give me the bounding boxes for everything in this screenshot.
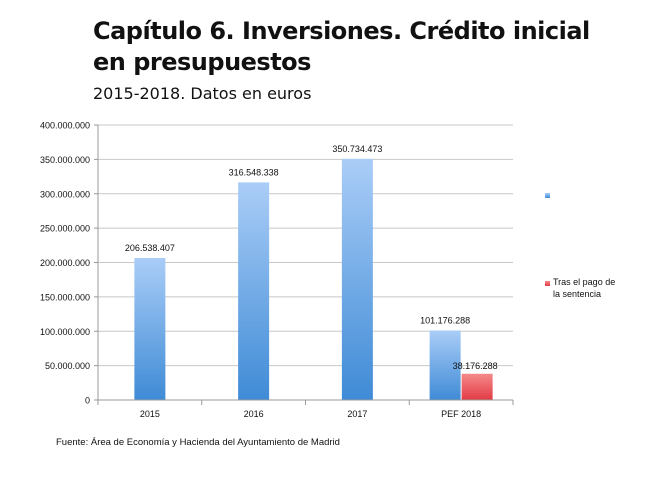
y-tick-label: 250.000.000 (40, 224, 90, 234)
y-tick-label: 200.000.000 (40, 258, 90, 268)
bar-2015 (134, 258, 166, 400)
legend-swatch (545, 281, 550, 286)
legend: Tras el pago de la sentencia (545, 193, 615, 299)
bar-2016 (238, 182, 270, 400)
x-tick-label: PEF 2018 (441, 409, 481, 419)
bar-sentencia-pef-2018 (461, 373, 493, 400)
bar-pef-2018 (429, 330, 461, 400)
bars (134, 158, 493, 400)
y-tick-label: 0 (85, 396, 90, 406)
legend-swatch (545, 193, 550, 198)
bar-2017 (341, 158, 373, 400)
y-tick-label: 150.000.000 (40, 292, 90, 302)
data-label: 38.176.288 (453, 361, 498, 371)
source-note: Fuente: Área de Economía y Hacienda del … (56, 437, 340, 448)
data-label: 101.176.288 (420, 315, 470, 325)
x-tick-label: 2015 (140, 409, 160, 419)
chart-subtitle: 2015-2018. Datos en euros (93, 84, 312, 103)
x-tick-label: 2017 (347, 409, 367, 419)
data-label: 316.548.338 (229, 167, 279, 177)
y-tick-label: 400.000.000 (40, 121, 90, 131)
chart-title: Capítulo 6. Inversiones. Crédito inicial… (93, 17, 590, 76)
legend-label: Tras el pago de la sentencia (553, 277, 615, 299)
y-tick-label: 350.000.000 (40, 155, 90, 165)
x-tick-label: 2016 (244, 409, 264, 419)
y-tick-label: 100.000.000 (40, 327, 90, 337)
axes: 0 50.000.000 100.000.000 150.000.000 200.000… (40, 121, 514, 419)
data-labels: 206.538.407 316.548.338 350.734.473 101.176… (125, 144, 498, 371)
y-tick-label: 300.000.000 (40, 189, 90, 199)
data-label: 350.734.473 (332, 144, 382, 154)
data-label: 206.538.407 (125, 243, 175, 253)
y-tick-label: 50.000.000 (45, 361, 90, 371)
gridlines (98, 124, 513, 401)
